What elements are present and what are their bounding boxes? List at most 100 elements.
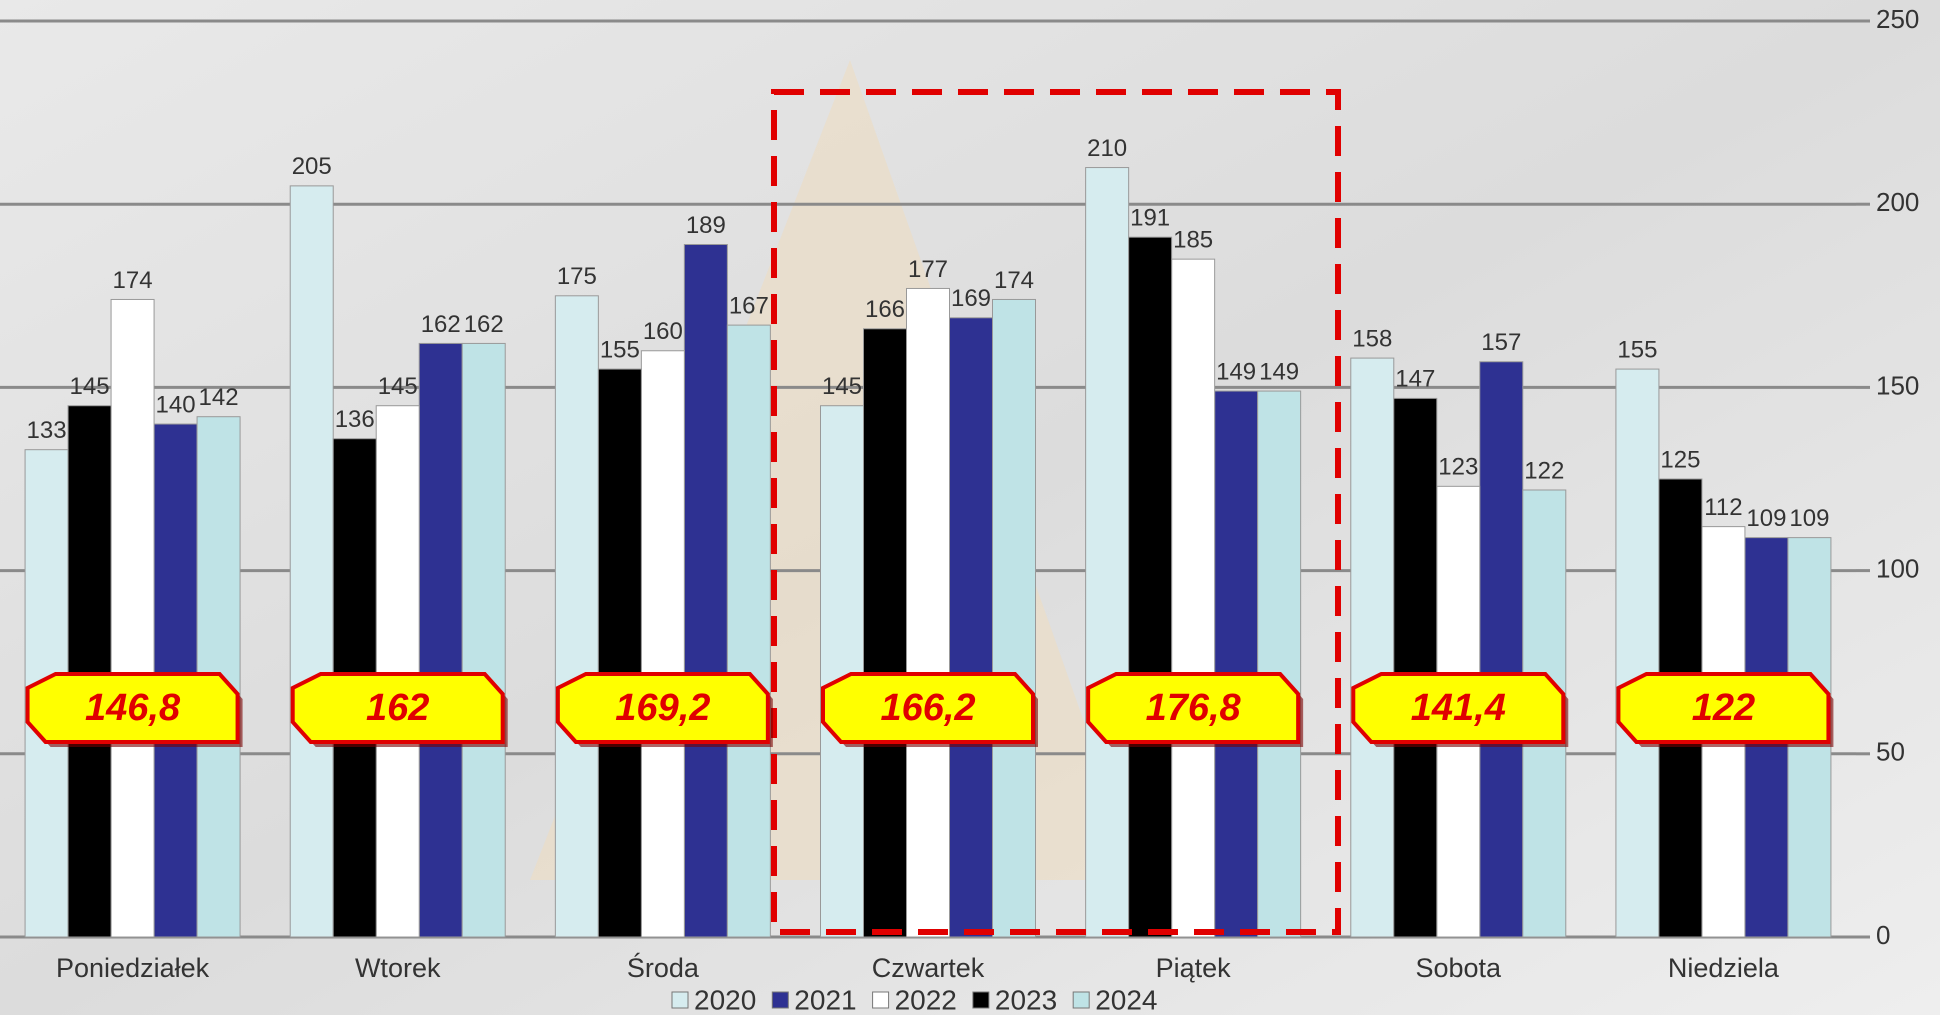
value-label: 147 [1395, 366, 1435, 393]
bar [289, 185, 334, 938]
bar [1479, 361, 1524, 938]
value-label: 140 [156, 391, 196, 418]
value-label: 155 [1617, 336, 1657, 363]
x-tick-label: Środa [627, 951, 700, 983]
average-badge [1616, 672, 1831, 744]
value-label: 125 [1660, 446, 1700, 473]
average-label: 176,8 [1146, 687, 1242, 729]
value-label: 133 [27, 417, 67, 444]
value-label: 123 [1438, 454, 1478, 481]
bar [906, 287, 950, 938]
bar [375, 405, 420, 938]
value-label: 136 [335, 406, 375, 433]
value-label: 145 [378, 373, 418, 400]
value-label: 175 [557, 263, 597, 290]
overlay: Poniedziałek 146,8 Wtorek 162 Środa 169,2 Czwa… [25, 672, 1834, 1015]
average-label: 141,4 [1411, 687, 1506, 729]
y-tick-label: 250 [1876, 4, 1919, 34]
legend-swatch [771, 991, 789, 1009]
value-label: 109 [1746, 505, 1786, 532]
average-label: 162 [366, 687, 429, 729]
bar [67, 405, 112, 938]
value-label: 122 [1524, 457, 1564, 484]
bar [1171, 258, 1216, 938]
bar [949, 317, 993, 938]
bar [992, 298, 1036, 938]
value-label: 210 [1087, 135, 1127, 162]
bar [1257, 390, 1302, 938]
bar [1393, 397, 1438, 938]
legend-label: 2024 [1095, 984, 1157, 1015]
x-tick-label: Niedziela [1668, 953, 1780, 983]
value-label: 167 [729, 292, 769, 319]
bar [820, 405, 864, 938]
value-label: 145 [822, 373, 862, 400]
legend-label: 2022 [895, 984, 957, 1015]
value-label: 174 [994, 267, 1034, 294]
average-badge [1086, 672, 1301, 744]
highlight-box [771, 89, 1341, 935]
value-label: 160 [643, 318, 683, 345]
value-label: 112 [1704, 494, 1742, 521]
x-tick-label: Piątek [1156, 953, 1232, 983]
value-label: 191 [1130, 205, 1170, 232]
value-label: 205 [292, 153, 332, 180]
value-label: 109 [1789, 505, 1829, 532]
bar [418, 342, 463, 938]
value-label: 149 [1259, 358, 1299, 385]
value-label: 174 [113, 267, 153, 294]
legend-swatch [671, 991, 689, 1009]
bar [1128, 236, 1173, 938]
y-tick-label: 100 [1876, 553, 1919, 583]
value-label: 189 [686, 212, 726, 239]
value-label: 162 [421, 311, 461, 338]
bar [554, 295, 599, 938]
bar [597, 368, 642, 938]
average-label: 146,8 [85, 687, 181, 729]
bar [683, 244, 728, 938]
y-tick-label: 50 [1876, 737, 1905, 767]
legend-swatch [1072, 991, 1090, 1009]
value-label: 149 [1216, 358, 1256, 385]
value-label: 155 [600, 336, 640, 363]
value-label: 166 [865, 296, 905, 323]
legend-swatch [972, 991, 990, 1009]
x-tick-label: Poniedziałek [56, 953, 210, 983]
y-tick-label: 0 [1876, 920, 1890, 950]
bar [1214, 390, 1259, 938]
bar [863, 328, 907, 938]
average-label: 169,2 [615, 687, 710, 729]
x-tick-label: Wtorek [355, 953, 441, 983]
legend-swatch [872, 991, 890, 1009]
legend-label: 2023 [995, 984, 1057, 1015]
x-tick-label: Sobota [1415, 953, 1502, 983]
bar [640, 350, 685, 938]
x-tick-label: Czwartek [872, 953, 985, 983]
average-label: 166,2 [880, 687, 975, 729]
legend-label: 2021 [794, 984, 856, 1015]
value-label: 177 [908, 256, 948, 283]
y-tick-label: 150 [1876, 370, 1919, 400]
y-tick-label: 200 [1876, 187, 1919, 217]
value-label: 158 [1352, 325, 1392, 352]
bar [1085, 167, 1130, 938]
value-label: 142 [199, 384, 239, 411]
legend-label: 2020 [694, 984, 756, 1015]
value-label: 145 [70, 373, 110, 400]
value-label: 169 [951, 285, 991, 312]
value-label: 185 [1173, 227, 1213, 254]
value-label: 162 [464, 311, 504, 338]
value-label: 157 [1481, 329, 1521, 356]
average-badge [25, 672, 240, 744]
average-badge [555, 672, 770, 744]
average-label: 122 [1692, 687, 1755, 729]
bar [726, 324, 771, 938]
average-badge [821, 672, 1035, 744]
average-badge [1351, 672, 1566, 744]
bar [1350, 357, 1395, 938]
bar [1615, 368, 1660, 938]
bar [110, 298, 155, 938]
average-badge [290, 672, 505, 744]
bar [461, 342, 506, 938]
